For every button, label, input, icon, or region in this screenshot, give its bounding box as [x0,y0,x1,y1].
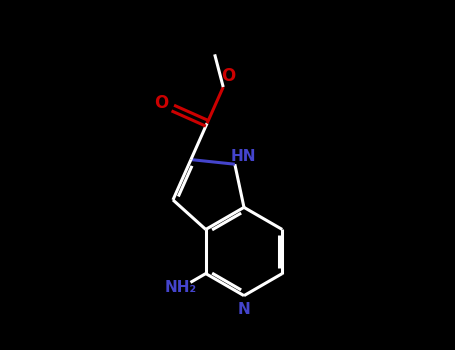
Text: HN: HN [231,149,257,164]
Text: NH₂: NH₂ [165,280,197,295]
Text: O: O [221,67,235,85]
Text: O: O [154,94,169,112]
Text: N: N [238,302,250,317]
